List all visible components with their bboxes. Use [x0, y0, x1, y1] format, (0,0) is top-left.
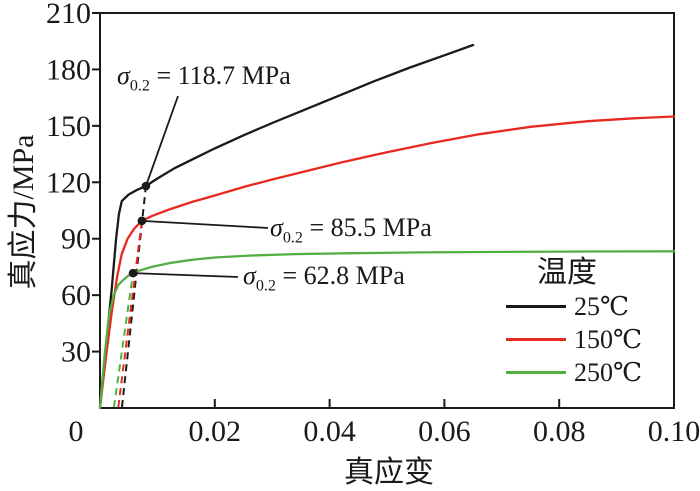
y-tick-label: 210 [46, 0, 91, 30]
annotation-value: = 62.8 MPa [275, 261, 405, 290]
annotation-sigma02-250c: σ0.2 = 62.8 MPa [243, 261, 405, 295]
annotation-leader-2 [132, 272, 239, 278]
legend-item-150c: 150℃ [506, 323, 642, 356]
annotation-value: = 85.5 MPa [302, 213, 432, 242]
annotation-leader-1 [141, 219, 269, 229]
plot-border [99, 12, 675, 409]
x-tick-label: 0 [69, 415, 84, 448]
offset-line-1 [117, 220, 143, 408]
legend-line-25c [506, 305, 566, 308]
yield-point-dot-0 [141, 181, 151, 191]
yield-point-dot-2 [128, 268, 138, 278]
x-tick-label: 0.10 [648, 415, 700, 448]
x-tick-label: 0.08 [533, 415, 586, 448]
yield-point-dot-1 [137, 216, 147, 226]
y-tick-label: 180 [46, 53, 91, 86]
x-tick-label: 0.04 [303, 415, 356, 448]
y-tick-label: 60 [61, 279, 91, 312]
sigma-symbol: σ [270, 213, 283, 242]
y-tick-label: 30 [61, 336, 91, 369]
annotation-sigma02-25c: σ0.2 = 118.7 MPa [117, 61, 291, 95]
legend-label: 250℃ [574, 357, 643, 387]
legend-item-250c: 250℃ [506, 356, 642, 389]
curve-0 [98, 43, 475, 410]
x-axis-title: 真应变 [344, 456, 434, 489]
sigma-symbol: σ [243, 261, 256, 290]
legend-label: 150℃ [574, 324, 643, 354]
legend-line-250c [506, 371, 566, 374]
legend-label: 25℃ [574, 291, 630, 321]
annotation-value: = 118.7 MPa [149, 61, 291, 90]
sigma-subscript: 0.2 [129, 77, 150, 95]
y-axis-title: 真应力/MPa [7, 134, 40, 290]
x-tick-label: 0.02 [189, 415, 242, 448]
legend: 温度 25℃ 150℃ 250℃ [506, 256, 642, 389]
y-tick-label: 120 [46, 166, 91, 199]
legend-title: 温度 [537, 256, 597, 289]
annotation-sigma02-150c: σ0.2 = 85.5 MPa [270, 213, 432, 247]
annotation-leader-0 [145, 95, 179, 187]
curve-2 [98, 250, 676, 410]
sigma-subscript: 0.2 [255, 277, 276, 295]
y-tick-label: 150 [46, 110, 91, 143]
legend-item-25c: 25℃ [506, 290, 642, 323]
sigma-subscript: 0.2 [282, 229, 303, 247]
sigma-symbol: σ [117, 61, 130, 90]
y-tick-label: 90 [61, 223, 91, 256]
legend-line-150c [506, 338, 566, 341]
offset-line-2 [113, 272, 134, 408]
x-tick-label: 0.06 [418, 415, 471, 448]
curve-1 [98, 115, 676, 410]
